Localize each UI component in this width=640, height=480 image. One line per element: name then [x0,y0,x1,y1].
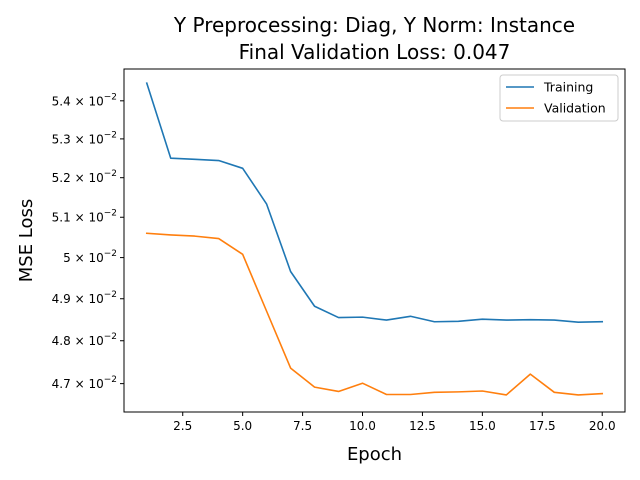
y-tick-label: 5.3 × 10−2 [52,130,117,146]
x-tick-label: 5.0 [233,419,252,433]
y-axis: 4.7 × 10−2 4.8 × 10−2 4.9 × 10−2 5 × 10−2 5.… [52,92,124,391]
x-tick-label: 10.0 [349,419,376,433]
x-axis-label: Epoch [347,444,402,465]
plot-frame [123,68,626,413]
plot-area [145,82,604,396]
x-tick-label: 7.5 [293,419,312,433]
x-tick-label: 2.5 [173,419,192,433]
series-line-training [145,82,604,323]
chart-title-line-1: Y Preprocessing: Diag, Y Norm: Instance [173,13,575,37]
x-axis: 2.5 5.0 7.5 10.0 12.5 15.0 17.5 20.0 [173,412,616,433]
y-tick-label: 5.2 × 10−2 [52,169,117,185]
y-axis-label: MSE Loss [16,199,37,283]
legend: Training Validation [499,74,619,122]
x-tick-label: 12.5 [409,419,436,433]
chart-title-line-2: Final Validation Loss: 0.047 [239,40,511,64]
y-tick-label: 4.8 × 10−2 [52,332,117,348]
y-tick-label: 5.1 × 10−2 [52,209,117,225]
x-tick-label: 20.0 [589,419,616,433]
y-tick-label: 5 × 10−2 [63,249,117,265]
y-tick-label: 5.4 × 10−2 [52,92,117,108]
legend-label-validation: Validation [544,101,606,116]
legend-label-training: Training [543,80,593,95]
x-tick-label: 17.5 [529,419,556,433]
y-tick-label: 4.7 × 10−2 [52,375,117,391]
y-tick-label: 4.9 × 10−2 [52,290,117,306]
x-tick-label: 15.0 [469,419,496,433]
series-line-validation [145,232,604,396]
